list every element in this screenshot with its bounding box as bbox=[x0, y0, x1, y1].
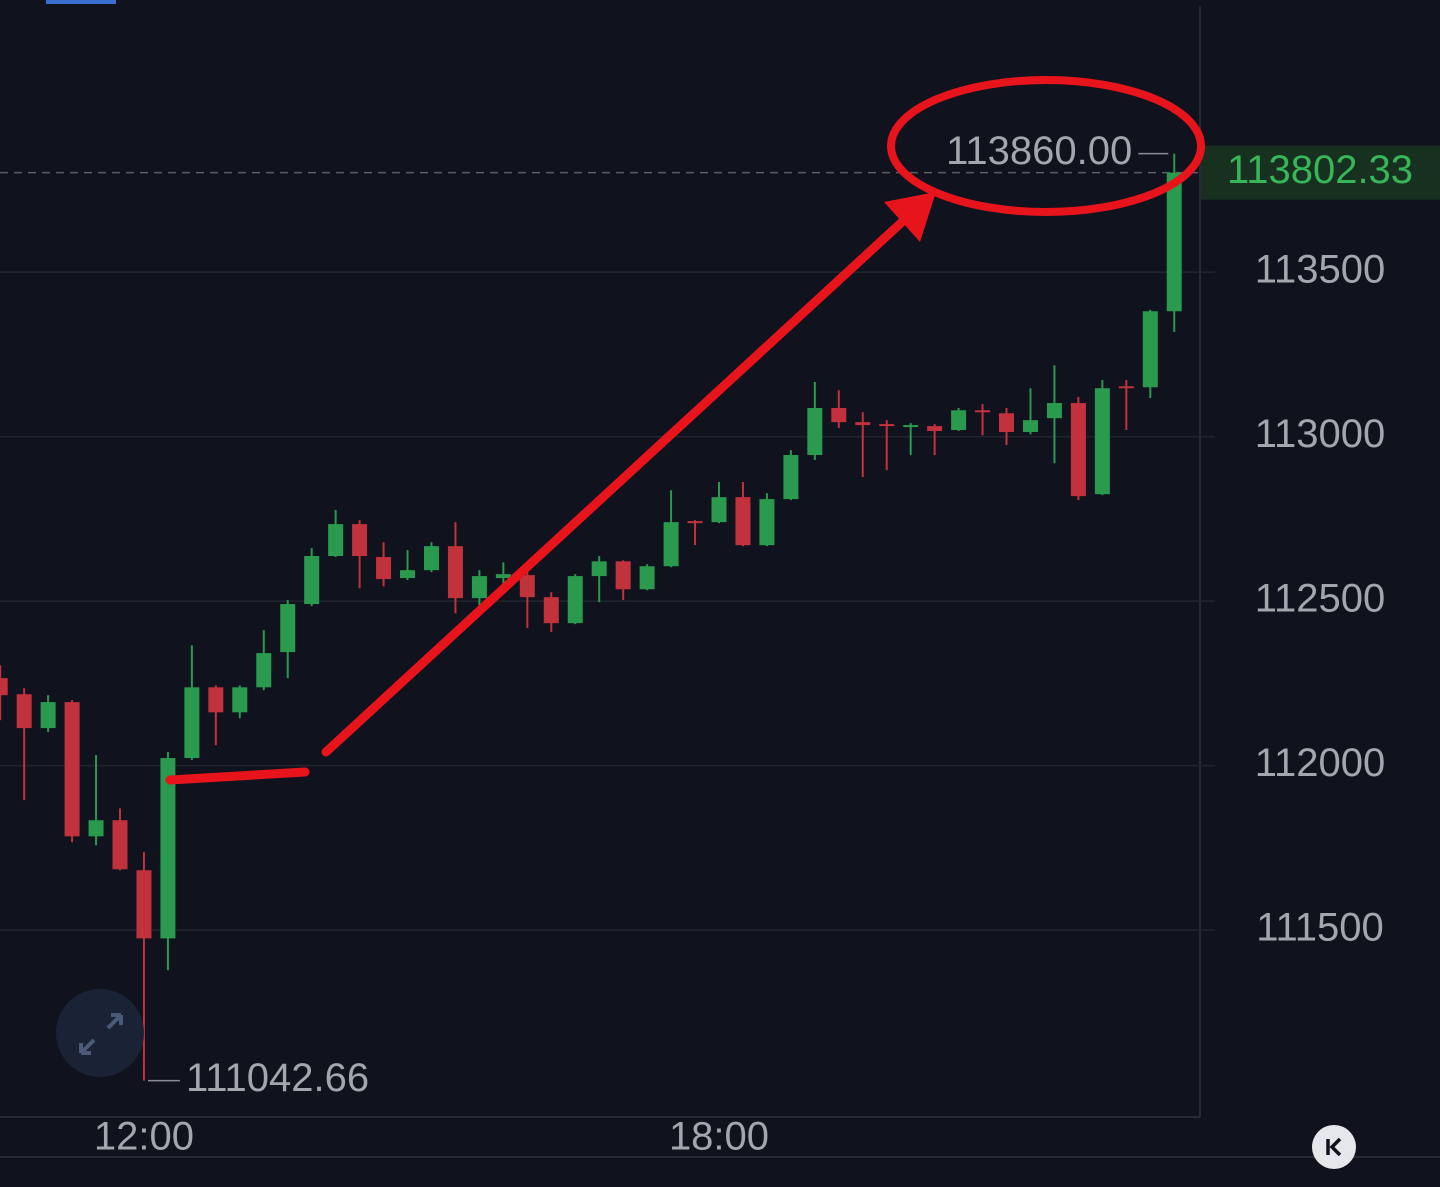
y-tick-label: 113000 bbox=[1255, 412, 1386, 456]
candle-body bbox=[256, 653, 272, 688]
candle-body bbox=[1142, 311, 1158, 388]
candle-body bbox=[136, 870, 152, 939]
candle-body bbox=[783, 455, 799, 500]
labels: 111500 112000 112500 113000 113500 12:00 18:00… bbox=[94, 129, 1440, 1159]
high-label: 113860.00 bbox=[946, 129, 1132, 173]
candle-body bbox=[903, 425, 919, 428]
candle-body bbox=[519, 575, 535, 598]
candle-body bbox=[567, 576, 583, 624]
candle-body bbox=[735, 497, 751, 546]
candle-body bbox=[615, 561, 631, 590]
y-tick-label: 111500 bbox=[1256, 906, 1384, 950]
candle-body bbox=[687, 521, 703, 524]
candle-body bbox=[471, 576, 487, 599]
expand-button[interactable] bbox=[56, 989, 144, 1077]
candle-body bbox=[112, 820, 128, 870]
candle-body bbox=[376, 557, 392, 580]
annotation-line bbox=[165, 767, 310, 785]
x-tick-label: 12:00 bbox=[94, 1115, 194, 1159]
highlight-circle bbox=[887, 76, 1205, 216]
candle-body bbox=[927, 426, 943, 432]
arrow-head bbox=[884, 192, 936, 242]
candle-body bbox=[951, 410, 967, 431]
annotation bbox=[165, 76, 1205, 785]
candle-body bbox=[400, 570, 416, 579]
candle-body bbox=[1118, 386, 1134, 389]
candle-body bbox=[1166, 172, 1182, 312]
candle-body bbox=[1070, 403, 1086, 497]
candle-body bbox=[40, 702, 56, 729]
candle-body bbox=[208, 687, 224, 713]
candle-body bbox=[591, 561, 607, 577]
candle-body bbox=[423, 546, 439, 571]
candle-body bbox=[184, 687, 200, 759]
candle-body bbox=[304, 556, 320, 605]
candle-body bbox=[759, 499, 775, 546]
candle-body bbox=[975, 410, 991, 413]
last-price-label: 113802.33 bbox=[1227, 148, 1413, 192]
candle-body bbox=[831, 407, 847, 423]
tab-indicator bbox=[46, 0, 116, 4]
candle-body bbox=[879, 424, 895, 427]
candle-body bbox=[447, 546, 463, 599]
candle-body bbox=[639, 566, 655, 590]
candle-body bbox=[663, 522, 679, 567]
low-label: 111042.66 bbox=[186, 1056, 369, 1100]
candle-body bbox=[999, 413, 1015, 432]
y-tick-label: 112500 bbox=[1255, 577, 1386, 621]
candle-body bbox=[328, 524, 344, 557]
candle-body bbox=[64, 702, 80, 837]
candle-body bbox=[711, 497, 727, 523]
candle-body bbox=[807, 407, 823, 456]
candle-body bbox=[1046, 403, 1062, 419]
scroll-latest-button[interactable] bbox=[1312, 1125, 1356, 1169]
grid bbox=[0, 171, 1215, 931]
candle-body bbox=[495, 574, 511, 579]
candle-body bbox=[543, 597, 559, 624]
y-tick-label: 113500 bbox=[1255, 248, 1386, 292]
candle-body bbox=[0, 678, 8, 696]
candle-body bbox=[352, 524, 368, 557]
candle-body bbox=[88, 820, 104, 837]
candles bbox=[0, 153, 1182, 1081]
y-tick-label: 112000 bbox=[1255, 741, 1386, 785]
candle-body bbox=[1094, 388, 1110, 495]
candle-body bbox=[16, 694, 32, 729]
candle-body bbox=[160, 758, 176, 939]
candle-body bbox=[232, 687, 248, 713]
last-price-tag bbox=[1201, 145, 1440, 200]
candle-body bbox=[1022, 420, 1038, 432]
x-tick-label: 18:00 bbox=[669, 1115, 769, 1159]
candle-body bbox=[855, 422, 871, 426]
annotation-arrow bbox=[321, 217, 907, 757]
candle-body bbox=[280, 604, 296, 653]
